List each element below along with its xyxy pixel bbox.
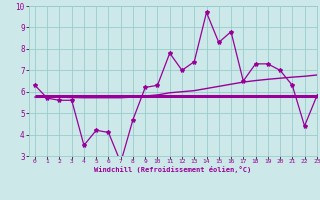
X-axis label: Windchill (Refroidissement éolien,°C): Windchill (Refroidissement éolien,°C) bbox=[94, 166, 252, 173]
